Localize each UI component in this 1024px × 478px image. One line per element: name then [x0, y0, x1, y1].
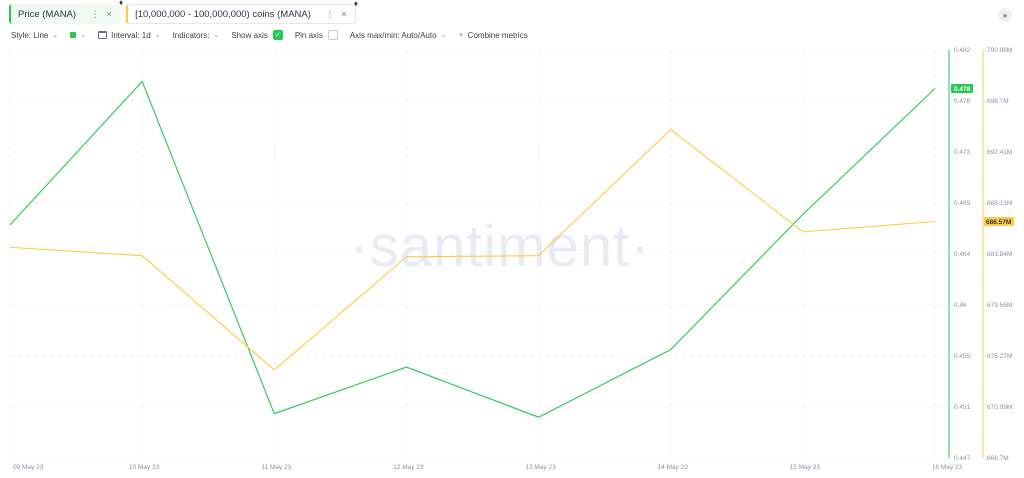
tick-labels: 0.482 0.478 0.473 0.469 0.464 0.46 0.455 0.451 0… [13, 47, 1014, 471]
holders-axis-tick-label: 675.27M [987, 353, 1012, 360]
color-dropdown[interactable]: ⌄ [70, 31, 86, 39]
holders-axis-tick-label: 670.99M [987, 404, 1012, 411]
x-axis-tick-label: 11 May 23 [261, 464, 291, 471]
holders-series-line [9, 128, 936, 371]
price-axis-tick-label: 0.451 [954, 404, 971, 411]
chart-toolbar: Style: Line ⌄ ⌄ Interval: 1d ⌄ Indicator… [11, 30, 540, 40]
axes [948, 50, 984, 458]
grid-lines [9, 49, 949, 459]
price-axis-tick-label: 0.455 [954, 353, 971, 360]
price-current-badge [951, 83, 973, 93]
price-series-line [9, 80, 936, 418]
holders-axis-tick-label: 679.56M [987, 302, 1012, 309]
chevron-down-icon: ⌄ [52, 32, 59, 39]
show-axis-checkbox[interactable]: ✓ [272, 30, 283, 40]
ethereum-icon: ♦ [353, 0, 358, 8]
color-swatch [70, 32, 77, 38]
metric-chip-label: Price (MANA) [18, 8, 77, 20]
metric-chip-price[interactable]: Price (MANA) ⋮ × ♦ [9, 0, 123, 24]
price-axis-tick-label: 0.478 [954, 98, 971, 105]
x-axis-tick-label: 10 May 23 [129, 464, 160, 471]
settings-icon: ● [1002, 10, 1008, 20]
show-axis-label: Show axis [231, 30, 268, 40]
price-axis-tick-label: 0.469 [954, 200, 971, 207]
combine-metrics-label: Combine metrics [467, 30, 528, 40]
axis-minmax-dropdown[interactable]: Axis max/min: Auto/Auto ⌄ [350, 31, 447, 40]
holders-axis-tick-label: 688.13M [987, 200, 1012, 207]
chevron-down-icon: ⌄ [154, 32, 161, 39]
style-dropdown[interactable]: Style: Line ⌄ [11, 31, 58, 40]
ethereum-icon: ♦ [118, 0, 124, 7]
holders-current-badge [984, 217, 1014, 227]
interval-dropdown[interactable]: Interval: 1d ⌄ [98, 30, 161, 40]
more-icon[interactable]: ⋮ [90, 8, 100, 19]
calendar-icon [98, 31, 108, 39]
interval-label: Interval: 1d [111, 30, 151, 40]
price-current-value: 0.478 [954, 86, 971, 93]
holders-current-value: 686.57M [986, 219, 1011, 226]
x-axis-tick-label: 09 May 23 [13, 464, 44, 471]
combine-metrics-button[interactable]: + Combine metrics [458, 30, 527, 40]
axis-minmax-label: Axis max/min: Auto/Auto [349, 30, 437, 40]
indicators-label: Indicators: [172, 30, 210, 40]
price-axis-tick-label: 0.473 [954, 149, 971, 156]
holders-axis-tick-label: 666.7M [987, 455, 1009, 462]
close-icon[interactable]: × [341, 9, 347, 19]
pin-axis-toggle[interactable]: Pin axis [295, 30, 338, 40]
chevron-down-icon: ⌄ [440, 32, 447, 39]
metric-chips: Price (MANA) ⋮ × ♦ [10,000,000 - 100,000… [9, 0, 358, 24]
price-axis-tick-label: 0.46 [954, 302, 967, 309]
close-icon[interactable]: × [106, 9, 112, 19]
holders-axis-tick-label: 683.84M [987, 251, 1012, 258]
plus-icon: + [458, 30, 464, 40]
chevron-down-icon: ⌄ [213, 32, 220, 39]
x-axis-tick-label: 12 May 23 [393, 464, 424, 471]
holders-axis-tick-label: 696.7M [987, 98, 1009, 105]
x-axis-tick-label: 14 May 23 [658, 464, 689, 471]
holders-axis-tick-label: 700.98M [987, 47, 1012, 54]
style-label: Style: Line [11, 30, 49, 40]
pin-axis-label: Pin axis [294, 30, 323, 40]
metric-chip-holders[interactable]: [10,000,000 - 100,000,000) coins (MANA) … [126, 0, 358, 24]
show-axis-toggle[interactable]: Show axis ✓ [231, 30, 283, 40]
x-axis-tick-label: 16 May 23 [932, 464, 963, 471]
price-axis-tick-label: 0.464 [954, 251, 971, 258]
chevron-down-icon: ⌄ [80, 32, 87, 39]
holders-axis-tick-label: 692.41M [987, 149, 1012, 156]
more-icon[interactable]: ⋮ [325, 8, 335, 19]
watermark: ·santiment· [349, 214, 650, 279]
metric-chip-label: [10,000,000 - 100,000,000) coins (MANA) [135, 8, 311, 20]
price-axis-tick-label: 0.482 [954, 47, 971, 54]
x-axis-tick-label: 13 May 23 [525, 464, 556, 471]
price-axis-tick-label: 0.447 [954, 455, 971, 462]
pin-axis-checkbox[interactable] [327, 30, 338, 40]
settings-button[interactable]: ● [998, 8, 1012, 22]
series-lines [9, 80, 936, 418]
x-axis-tick-label: 15 May 23 [790, 464, 821, 471]
indicators-dropdown[interactable]: Indicators: ⌄ [173, 31, 220, 40]
